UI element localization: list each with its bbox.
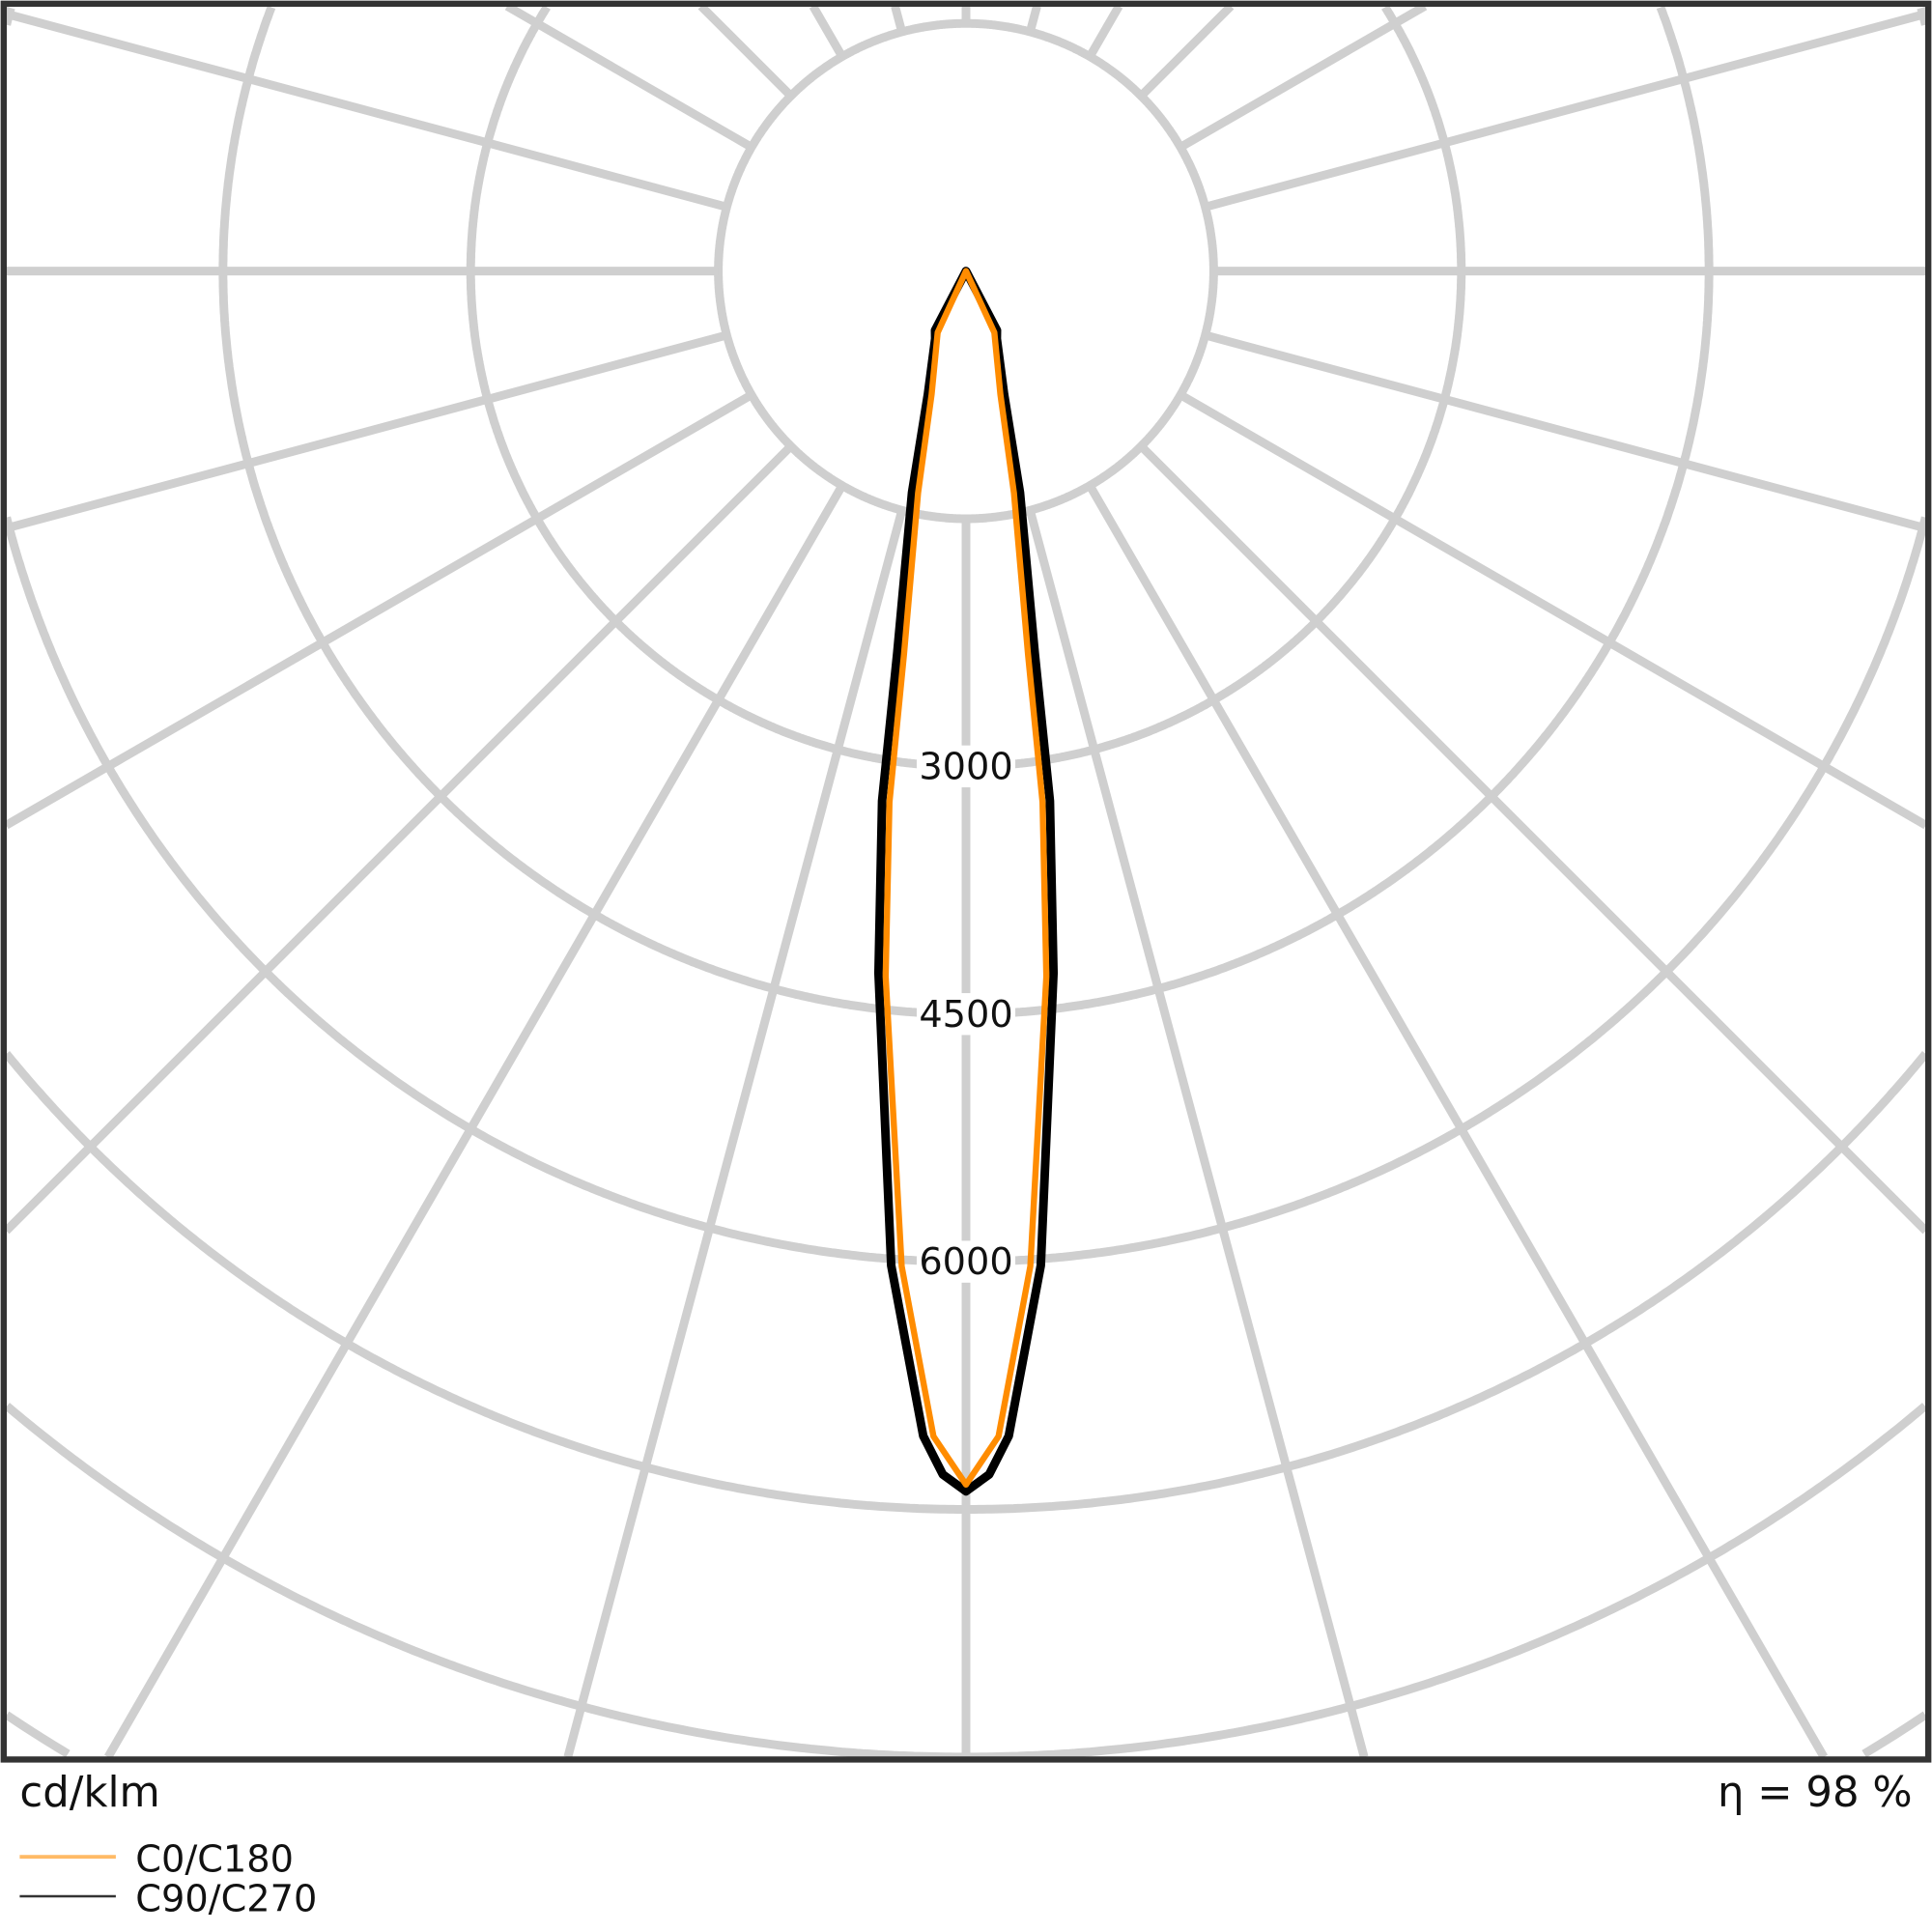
- grid-radial: [1178, 6, 1428, 152]
- tick-label: 3000: [919, 745, 1012, 788]
- legend-label-c0-c180: C0/C180: [135, 1837, 294, 1881]
- curve-c0-c180: [882, 268, 1050, 1489]
- grid-ring: [218, 6, 1714, 1019]
- grid-ring: [466, 6, 1466, 771]
- tick-label-bg: [916, 1240, 1016, 1283]
- grid-radial: [1026, 6, 1041, 34]
- tick-label-bg: [916, 745, 1016, 788]
- grid-radial: [1026, 509, 1369, 1757]
- grid-radial: [6, 390, 754, 830]
- tick-label-bg: [916, 993, 1016, 1036]
- unit-label: cd/klm: [19, 1769, 159, 1817]
- tick-label: 4500: [919, 993, 1012, 1037]
- grid-radial: [563, 509, 906, 1757]
- grid-radial: [104, 483, 846, 1757]
- grid-radial: [1138, 442, 1926, 1235]
- grid-radial: [6, 10, 728, 212]
- curves: [873, 267, 1059, 1496]
- grid-radial: [1178, 390, 1926, 830]
- efficiency-label: η = 98 %: [1718, 1769, 1913, 1817]
- grid-ring: [6, 1050, 1926, 1514]
- grid-radial: [697, 6, 794, 99]
- grid-radial: [1086, 6, 1123, 59]
- grid-ring: [6, 1711, 1926, 1757]
- grid-radial: [1138, 6, 1235, 99]
- grid-radial: [6, 442, 794, 1235]
- polar-grid: [6, 6, 1926, 1757]
- grid-radial: [6, 330, 728, 533]
- grid-ring: [6, 1403, 1926, 1757]
- plot-area: 3000 4500 6000: [6, 6, 1926, 1757]
- legend: C0/C180 C90/C270: [19, 1837, 317, 1920]
- tick-label: 6000: [919, 1240, 1012, 1284]
- grid-radial: [809, 6, 846, 59]
- grid-radial: [504, 6, 754, 152]
- radial-tick-labels: 3000 4500 6000: [916, 745, 1016, 1284]
- legend-label-c90-c270: C90/C270: [135, 1877, 317, 1920]
- grid-radial: [891, 6, 906, 34]
- curve-c90-c270: [873, 267, 1059, 1496]
- grid-radial: [1204, 330, 1926, 533]
- plot-frame: [0, 0, 1932, 1763]
- grid-radial: [1086, 483, 1828, 1757]
- grid-radial: [1204, 10, 1926, 212]
